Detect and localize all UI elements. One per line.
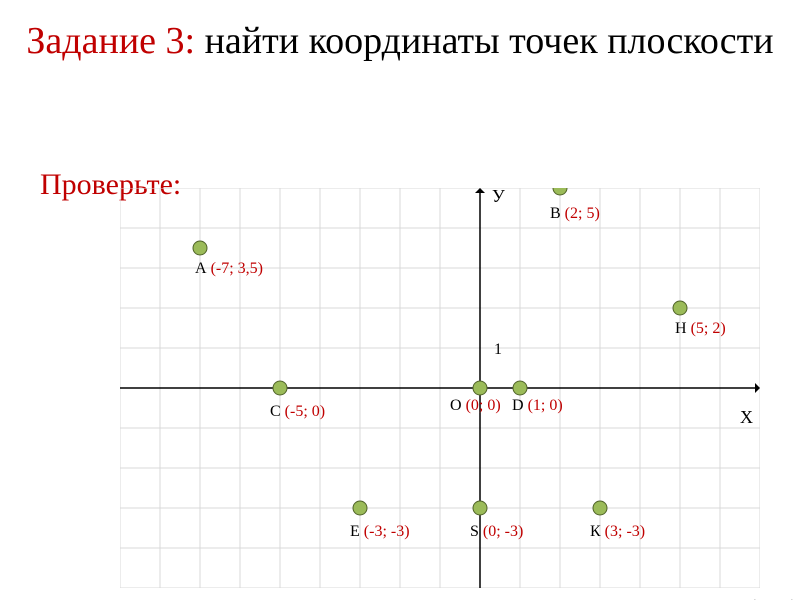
- svg-text:S (0; -3): S (0; -3): [470, 523, 523, 540]
- svg-text:О (0; 0): О (0; 0): [450, 397, 501, 414]
- svg-text:У: У: [492, 188, 505, 206]
- svg-text:1: 1: [494, 341, 502, 358]
- svg-text:К (3; -3): К (3; -3): [590, 523, 645, 540]
- svg-text:Х: Х: [740, 407, 753, 427]
- svg-text:С (-5; 0): С (-5; 0): [270, 403, 325, 420]
- title-rest: найти координаты точек плоскости: [195, 20, 774, 62]
- svg-text:Е (-3; -3): Е (-3; -3): [350, 523, 410, 540]
- svg-text:В (2; 5): В (2; 5): [550, 205, 600, 222]
- coordinate-chart: У Х 1 О (0; 0) А (-7; 3,5) В (2; 5) Н (5; 2) С …: [120, 188, 760, 588]
- svg-text:А (-7; 3,5): А (-7; 3,5): [195, 260, 263, 277]
- title-prefix: Задание 3:: [26, 20, 195, 62]
- svg-text:Н (5; 2): Н (5; 2): [675, 320, 726, 337]
- svg-text:D (1; 0): D (1; 0): [512, 397, 563, 414]
- page-title: Задание 3: найти координаты точек плоско…: [0, 18, 800, 66]
